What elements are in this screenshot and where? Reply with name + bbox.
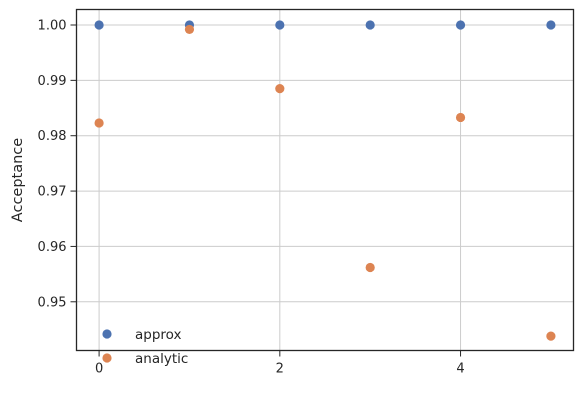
y-axis-label: Acceptance [10, 138, 26, 222]
y-tick-label: 0.99 [38, 74, 67, 89]
point-analytic-3 [365, 262, 375, 273]
point-approx-5 [546, 20, 556, 30]
point-approx-4 [455, 20, 466, 30]
legend-label-analytic: analytic [135, 351, 188, 367]
y-tick-label: 0.97 [38, 185, 67, 200]
legend-marker-analytic [102, 353, 112, 363]
legend-label-approx: approx [135, 327, 182, 343]
legend-marker-approx [102, 329, 112, 339]
ticks [70, 24, 462, 357]
point-analytic-4 [455, 112, 466, 123]
tick-labels: 0 2 4 0.95 0.96 0.97 0.98 0.99 1.00 [38, 19, 465, 377]
point-analytic-0 [94, 118, 104, 128]
point-approx-2 [275, 20, 285, 30]
point-analytic-5 [546, 331, 556, 341]
data-points [94, 20, 556, 341]
x-tick-label: 2 [276, 362, 284, 377]
y-tick-label: 0.95 [38, 295, 67, 310]
point-approx-0 [94, 20, 104, 30]
point-analytic-2 [275, 84, 285, 94]
y-tick-label: 0.98 [38, 129, 67, 144]
point-analytic-1 [184, 24, 195, 35]
point-approx-3 [365, 20, 375, 30]
y-tick-label: 1.00 [38, 19, 67, 34]
legend: approx analytic [102, 327, 188, 367]
x-tick-label: 0 [95, 362, 103, 377]
y-tick-label: 0.96 [38, 240, 67, 255]
grid [76, 9, 574, 351]
x-tick-label: 4 [456, 362, 464, 377]
plot-frame [75, 8, 575, 352]
